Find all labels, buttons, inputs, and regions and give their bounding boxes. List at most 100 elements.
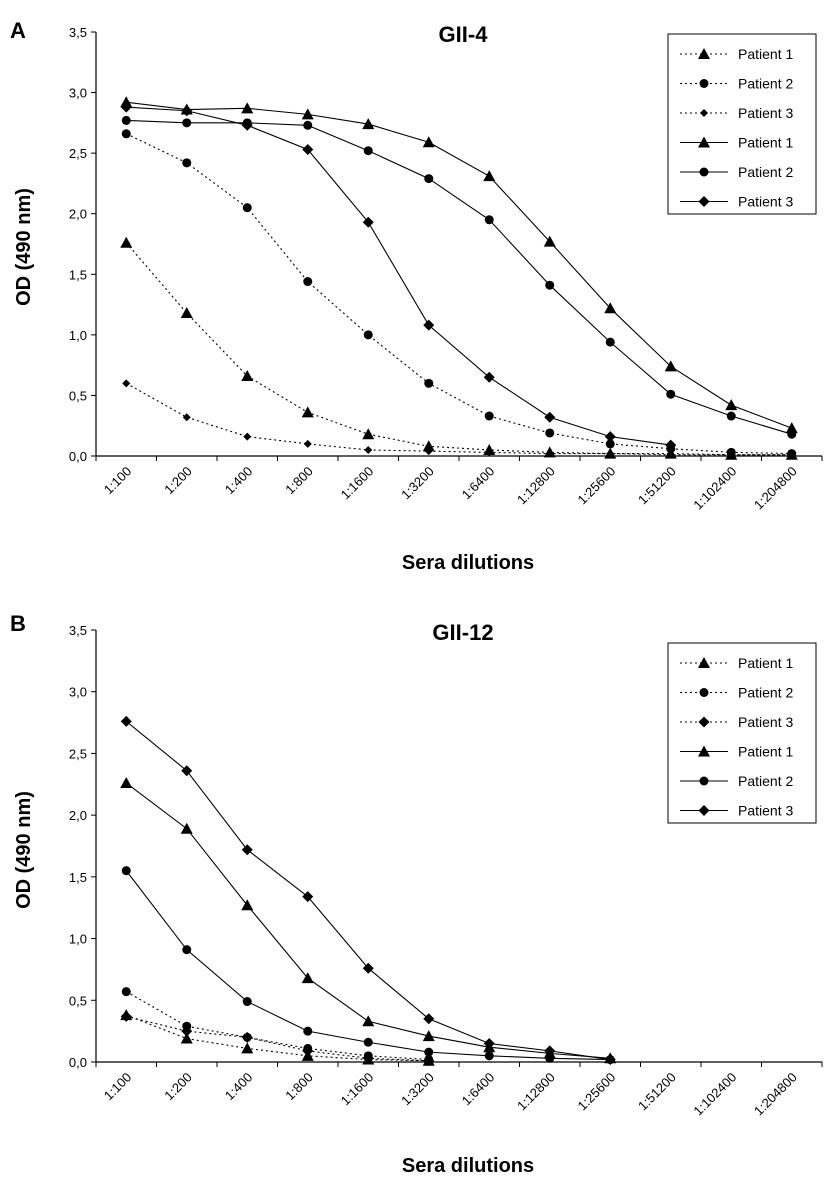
y-axis-title: OD (490 nm) bbox=[13, 791, 35, 909]
legend-label: Patient 2 bbox=[738, 773, 793, 789]
x-tick-label: 1:400 bbox=[222, 1070, 256, 1104]
legend-marker bbox=[699, 79, 709, 88]
y-tick-label: 1,0 bbox=[69, 328, 87, 343]
x-tick-label: 1:25600 bbox=[575, 1070, 619, 1114]
data-point bbox=[485, 448, 494, 457]
data-point bbox=[363, 146, 373, 156]
data-point bbox=[120, 101, 132, 113]
x-tick-label: 1:51200 bbox=[635, 464, 679, 508]
data-point bbox=[303, 120, 313, 130]
data-point bbox=[484, 1051, 494, 1061]
legend-marker bbox=[699, 688, 709, 697]
data-point bbox=[241, 119, 253, 131]
y-tick-label: 0,0 bbox=[69, 449, 87, 464]
data-point bbox=[363, 330, 373, 340]
series-6 bbox=[120, 101, 677, 451]
data-point bbox=[422, 440, 435, 452]
data-point bbox=[545, 280, 555, 290]
data-point bbox=[181, 105, 193, 117]
x-tick-label: 1:12800 bbox=[514, 1070, 558, 1114]
x-axis-title: Sera dilutions bbox=[402, 552, 534, 574]
data-point bbox=[544, 411, 556, 423]
legend-entry: Patient 1 bbox=[680, 744, 793, 760]
data-point bbox=[362, 962, 374, 974]
x-tick-label: 1:200 bbox=[161, 1070, 195, 1104]
data-point bbox=[483, 371, 495, 383]
legend-marker bbox=[698, 196, 710, 207]
data-point bbox=[422, 1030, 435, 1042]
legend-entry: Patient 2 bbox=[680, 685, 793, 701]
y-tick-label: 3,0 bbox=[69, 685, 87, 700]
y-axis-title: OD (490 nm) bbox=[13, 188, 35, 306]
x-tick-label: 1:6400 bbox=[459, 464, 498, 503]
data-point bbox=[545, 428, 555, 438]
data-point bbox=[180, 307, 193, 319]
legend-marker bbox=[698, 657, 710, 668]
data-point bbox=[303, 277, 313, 287]
legend-entry: Patient 3 bbox=[680, 714, 793, 730]
series-line bbox=[126, 1015, 429, 1062]
x-tick-label: 1:200 bbox=[161, 464, 195, 498]
data-point bbox=[606, 449, 615, 458]
data-point bbox=[483, 170, 496, 182]
y-tick-label: 2,0 bbox=[69, 808, 87, 823]
series-line bbox=[126, 133, 792, 455]
data-point bbox=[605, 439, 615, 449]
data-point bbox=[604, 1054, 616, 1066]
legend-marker bbox=[698, 745, 710, 757]
data-point bbox=[301, 406, 314, 418]
data-point bbox=[302, 891, 314, 903]
series-line bbox=[126, 1014, 429, 1062]
data-point bbox=[121, 987, 131, 997]
x-axis-title: Sera dilutions bbox=[402, 1155, 534, 1176]
data-point bbox=[182, 945, 192, 955]
data-point bbox=[121, 129, 131, 139]
legend-entry: Patient 1 bbox=[680, 655, 793, 671]
data-point bbox=[545, 1053, 555, 1063]
legend-box bbox=[667, 642, 817, 824]
legend: Patient 1 Patient 2 Patient 3 Patient 1 Pati… bbox=[667, 33, 817, 215]
data-point bbox=[362, 118, 375, 130]
series-6 bbox=[120, 715, 616, 1066]
y-tick-label: 2,0 bbox=[69, 207, 87, 222]
legend-label: Patient 2 bbox=[738, 76, 793, 92]
legend-label: Patient 1 bbox=[738, 135, 793, 151]
data-point bbox=[301, 972, 314, 984]
data-point bbox=[423, 1013, 435, 1025]
y-tick-label: 0,5 bbox=[69, 388, 87, 403]
x-tick-label: 1:102400 bbox=[690, 1070, 739, 1119]
data-point bbox=[362, 1052, 374, 1064]
data-point bbox=[665, 439, 677, 451]
x-tick-label: 1:25600 bbox=[575, 464, 619, 508]
y-tick-label: 3,5 bbox=[69, 623, 87, 638]
data-point bbox=[422, 136, 435, 148]
legend-entry: Patient 2 bbox=[680, 76, 793, 92]
legend-label: Patient 3 bbox=[738, 803, 793, 819]
legend-marker bbox=[699, 776, 709, 786]
data-point bbox=[726, 411, 736, 421]
data-point bbox=[484, 215, 494, 225]
legend-entry: Patient 1 bbox=[680, 46, 793, 62]
x-tick-label: 1:400 bbox=[222, 464, 256, 498]
data-point bbox=[544, 1045, 556, 1057]
data-point bbox=[120, 777, 133, 789]
chart-title: GII-12 bbox=[432, 620, 493, 645]
legend-label: Patient 1 bbox=[738, 744, 793, 760]
data-point bbox=[424, 378, 434, 388]
y-tick-label: 0,5 bbox=[69, 993, 87, 1008]
data-point bbox=[604, 302, 617, 314]
legend-marker bbox=[698, 48, 710, 59]
series-1 bbox=[120, 1009, 435, 1066]
x-tick-label: 1:800 bbox=[282, 1070, 316, 1104]
legend-label: Patient 3 bbox=[738, 194, 793, 210]
data-point bbox=[424, 174, 434, 184]
x-tick-label: 1:3200 bbox=[398, 1070, 437, 1109]
x-tick-label: 1:800 bbox=[282, 464, 316, 498]
data-point bbox=[484, 411, 494, 421]
data-point bbox=[241, 1031, 253, 1043]
data-point bbox=[301, 108, 314, 120]
legend-marker bbox=[698, 136, 710, 148]
y-tick-label: 1,5 bbox=[69, 267, 87, 282]
data-point bbox=[180, 1032, 193, 1044]
